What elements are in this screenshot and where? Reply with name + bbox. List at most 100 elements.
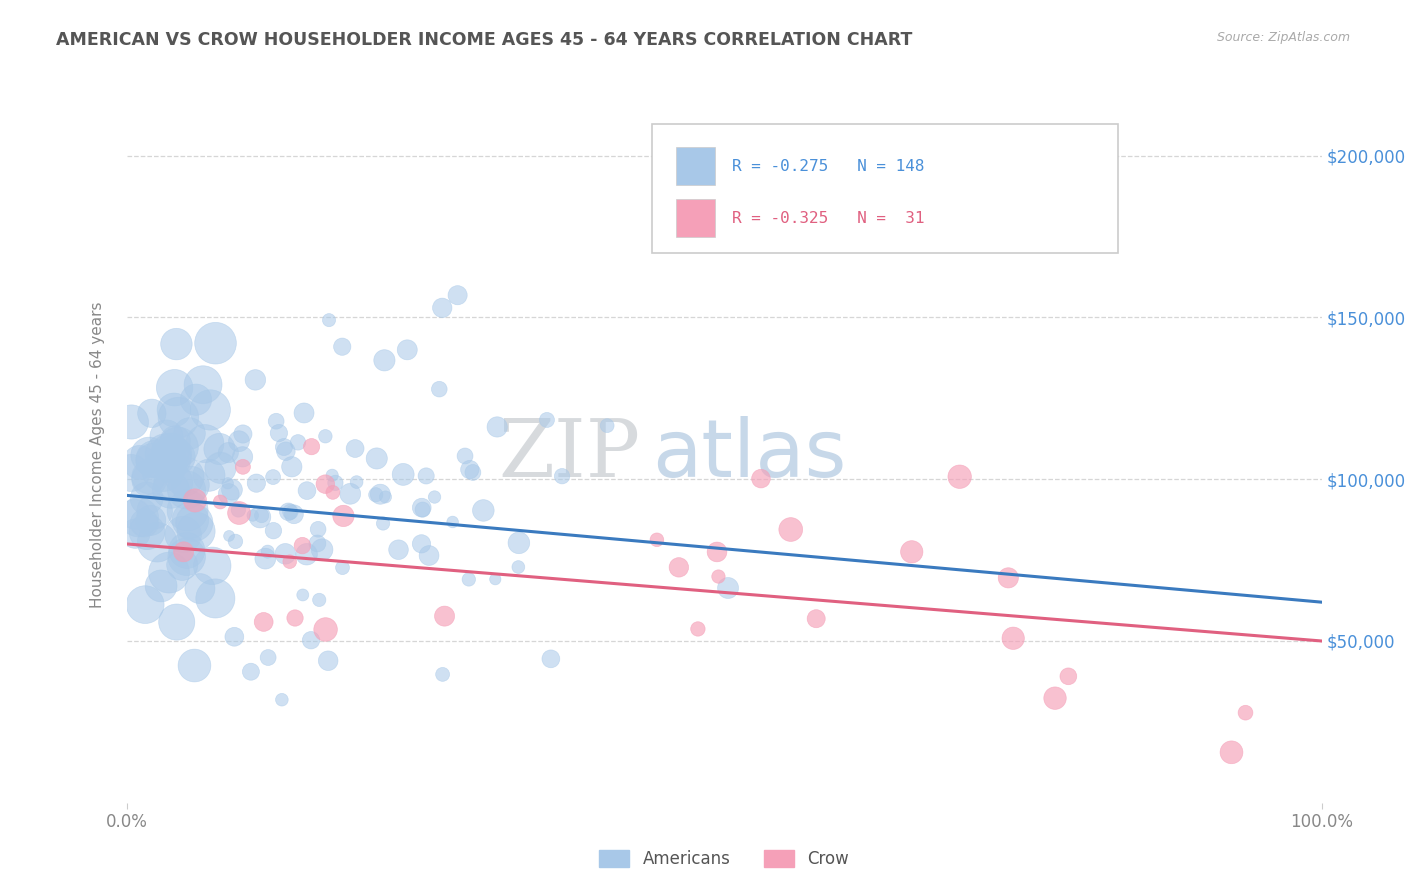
Point	[188, 582, 211, 596]
Point	[264, 414, 287, 428]
Point	[139, 513, 162, 527]
Point	[645, 533, 668, 547]
Point	[366, 451, 388, 466]
Point	[484, 572, 506, 586]
Point	[314, 429, 336, 443]
Point	[277, 505, 299, 519]
Point	[138, 473, 160, 487]
Point	[204, 591, 226, 606]
FancyBboxPatch shape	[676, 147, 714, 186]
Point	[441, 515, 464, 529]
Point	[423, 490, 446, 504]
Point	[997, 571, 1019, 585]
Point	[134, 516, 156, 530]
Point	[322, 485, 344, 500]
Point	[228, 506, 250, 520]
Point	[176, 549, 198, 564]
Point	[198, 468, 221, 483]
Point	[686, 622, 709, 636]
Point	[273, 440, 295, 454]
Point	[374, 490, 396, 504]
Point	[412, 502, 434, 516]
Point	[172, 558, 194, 572]
Point	[239, 665, 262, 679]
Point	[165, 337, 187, 351]
Point	[461, 466, 484, 480]
Point	[217, 445, 239, 459]
Point	[173, 545, 195, 559]
Point	[204, 336, 226, 351]
Point	[508, 536, 530, 550]
Point	[270, 692, 292, 706]
Point	[179, 426, 201, 441]
Point	[457, 573, 479, 587]
Point	[308, 593, 330, 607]
Point	[1002, 632, 1025, 646]
Point	[292, 406, 315, 420]
Point	[325, 475, 347, 490]
Point	[228, 434, 250, 449]
Point	[1043, 691, 1066, 706]
Point	[141, 406, 163, 420]
Point	[596, 418, 619, 433]
Point	[160, 483, 183, 497]
Point	[458, 462, 481, 476]
Point	[332, 560, 354, 574]
Point	[143, 451, 166, 466]
Point	[179, 478, 201, 492]
Point	[262, 470, 284, 484]
Point	[315, 623, 337, 637]
Point	[184, 392, 207, 407]
Point	[346, 475, 368, 489]
Point	[218, 487, 240, 501]
Point	[707, 569, 730, 583]
Point	[179, 513, 201, 527]
Point	[153, 447, 176, 461]
Point	[432, 301, 454, 315]
Point	[267, 425, 290, 440]
Point	[176, 543, 198, 558]
Point	[120, 466, 142, 480]
Point	[157, 566, 180, 580]
Point	[371, 516, 394, 531]
Point	[120, 415, 142, 429]
Point	[224, 630, 246, 644]
Point	[330, 340, 353, 354]
Point	[396, 343, 419, 357]
Point	[295, 547, 318, 561]
Point	[749, 472, 772, 486]
Point	[209, 461, 232, 475]
Point	[368, 487, 391, 501]
Point	[551, 469, 574, 483]
Point	[146, 535, 169, 549]
Point	[218, 529, 240, 543]
Point	[307, 522, 329, 536]
Point	[200, 403, 222, 417]
Point	[245, 373, 267, 387]
Point	[191, 377, 214, 392]
Point	[486, 420, 509, 434]
Point	[278, 555, 301, 569]
Point	[173, 469, 195, 483]
Point	[418, 549, 440, 563]
Text: R = -0.275   N = 148: R = -0.275 N = 148	[733, 159, 925, 174]
Point	[162, 447, 184, 461]
Point	[415, 469, 437, 483]
Point	[536, 413, 558, 427]
Point	[183, 658, 205, 673]
Point	[301, 440, 323, 454]
Text: atlas: atlas	[652, 416, 846, 494]
Point	[274, 547, 297, 561]
Point	[138, 448, 160, 462]
Point	[163, 381, 186, 395]
Point	[717, 581, 740, 595]
Point	[1057, 669, 1080, 683]
Point	[332, 508, 354, 523]
Y-axis label: Householder Income Ages 45 - 64 years: Householder Income Ages 45 - 64 years	[90, 301, 105, 608]
Point	[291, 539, 314, 553]
Point	[387, 542, 409, 557]
Point	[245, 476, 267, 491]
Point	[281, 459, 304, 474]
Point	[339, 487, 361, 501]
Point	[165, 434, 187, 448]
